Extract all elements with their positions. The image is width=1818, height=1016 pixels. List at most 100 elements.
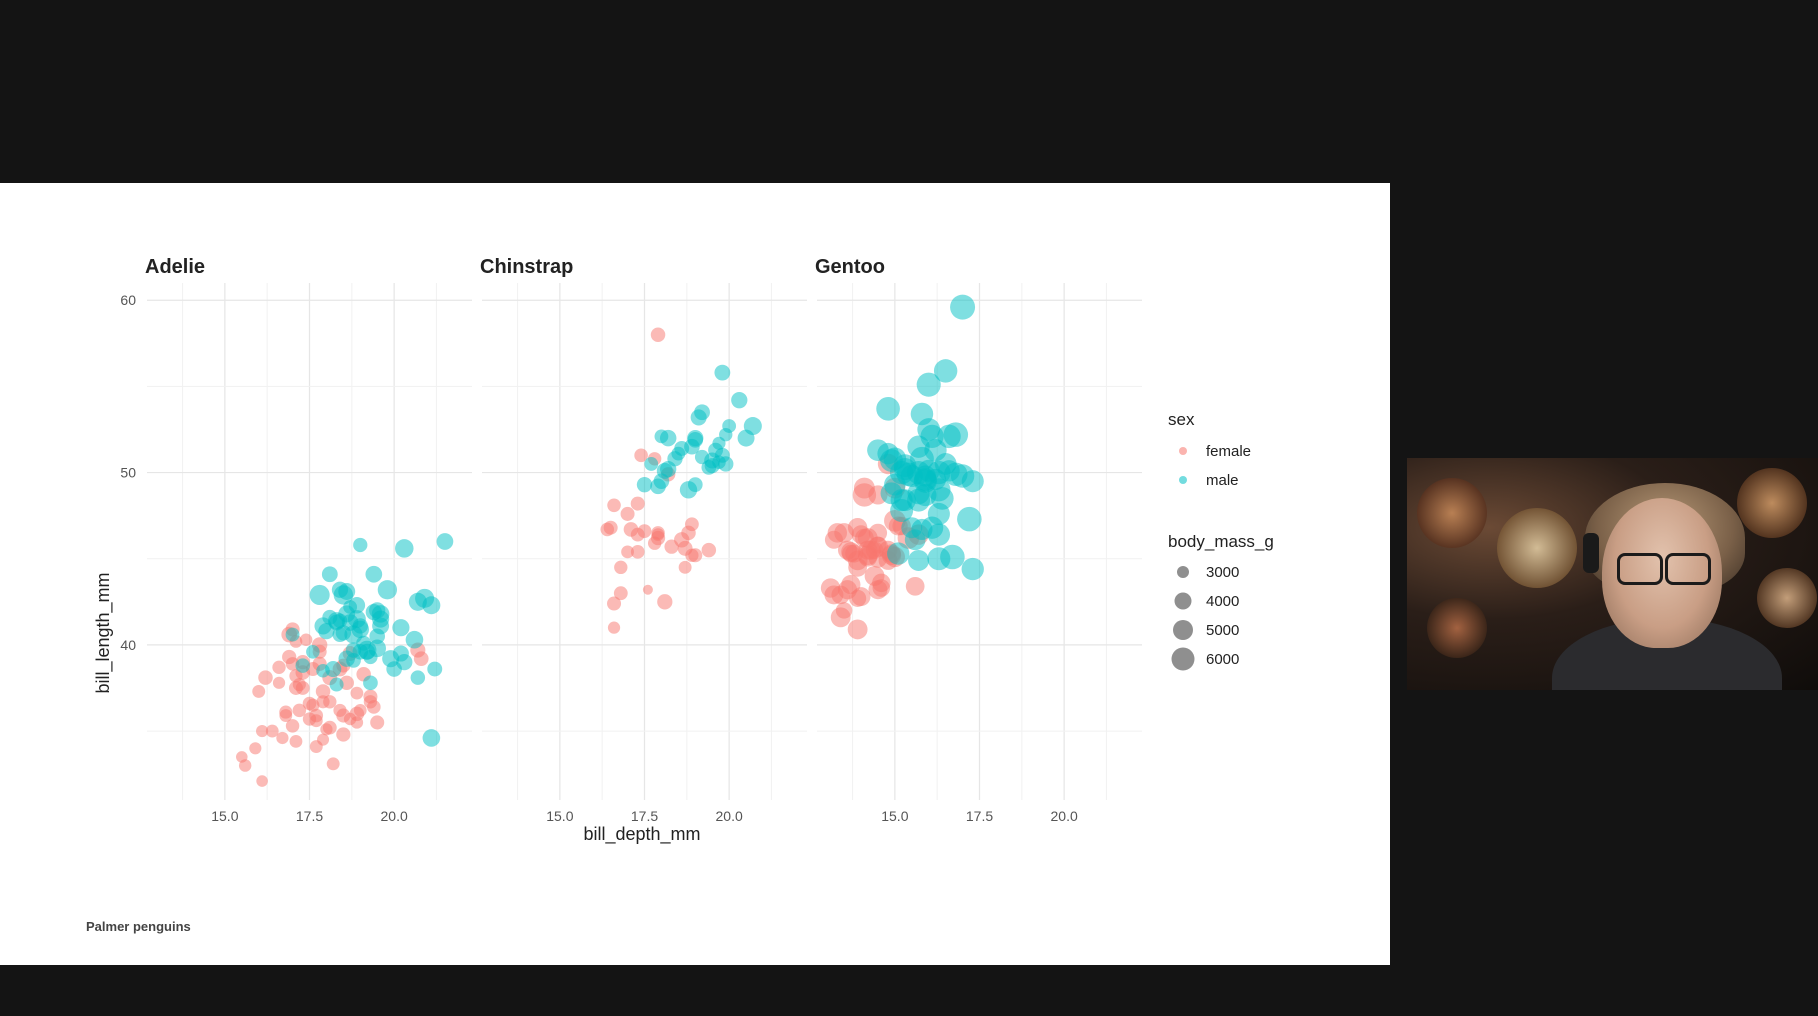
- data-point-female: [353, 704, 367, 717]
- data-point-male: [887, 542, 910, 565]
- legend-size-5000-swatch: [1173, 620, 1193, 640]
- legend-size-title: body_mass_g: [1168, 532, 1274, 551]
- data-point-male: [884, 473, 906, 496]
- legend-size-4000-swatch: [1174, 592, 1192, 610]
- data-point-female: [607, 621, 621, 634]
- data-point-male: [422, 729, 441, 747]
- data-point-female: [650, 530, 666, 546]
- x-axis-title: bill_depth_mm: [583, 824, 700, 845]
- data-point-female: [701, 542, 717, 558]
- data-point-male: [377, 580, 398, 600]
- data-point-female: [853, 477, 875, 499]
- x-tick-label: 15.0: [211, 808, 238, 824]
- data-point-male: [395, 539, 414, 558]
- data-point-male: [295, 658, 310, 673]
- data-point-male: [654, 429, 669, 444]
- data-point-male: [368, 639, 387, 658]
- data-point-female: [681, 525, 696, 541]
- data-point-male: [694, 449, 710, 465]
- data-point-male: [907, 435, 930, 458]
- data-point-male: [731, 392, 748, 409]
- data-point-female: [620, 506, 635, 521]
- data-point-male: [704, 458, 720, 474]
- facet-title-chinstrap: Chinstrap: [480, 256, 573, 278]
- data-point-female: [256, 775, 268, 787]
- data-point-male: [684, 438, 700, 455]
- data-point-male: [957, 506, 982, 532]
- data-point-female: [306, 698, 320, 712]
- data-point-male: [636, 476, 653, 493]
- data-point-male: [712, 436, 726, 450]
- data-point-female: [289, 735, 303, 748]
- data-point-female: [657, 594, 673, 610]
- legend-size-3000-label: 3000: [1206, 564, 1239, 581]
- data-point-female: [864, 566, 885, 586]
- data-point-male: [883, 447, 907, 471]
- data-point-male: [353, 537, 368, 553]
- data-point-female: [363, 689, 378, 704]
- data-point-male: [318, 622, 335, 640]
- data-point-female: [256, 725, 269, 738]
- data-point-female: [350, 686, 364, 700]
- caption: Palmer penguins: [86, 919, 191, 934]
- data-point-male: [961, 557, 984, 581]
- webcam-flower: [1427, 598, 1487, 658]
- data-point-female: [258, 670, 273, 685]
- data-point-female: [279, 705, 293, 719]
- legend-size-4000-label: 4000: [1206, 593, 1239, 610]
- x-tick-label: 15.0: [881, 808, 908, 824]
- data-point-male: [904, 529, 926, 551]
- x-tick-label: 17.5: [296, 808, 323, 824]
- data-point-male: [345, 642, 362, 658]
- data-point-female: [634, 448, 648, 463]
- data-point-female: [317, 733, 330, 746]
- legend: sex female male body_mass_g 3000 4000 50…: [1168, 410, 1274, 671]
- data-point-female: [285, 719, 300, 733]
- data-point-male: [329, 677, 344, 692]
- data-point-male: [714, 364, 731, 381]
- data-point-female: [322, 720, 337, 735]
- data-point-male: [737, 429, 755, 447]
- data-point-female: [292, 703, 307, 718]
- data-point-female: [613, 586, 628, 601]
- x-tick-label: 15.0: [546, 808, 573, 824]
- data-point-female: [664, 539, 679, 554]
- data-point-female: [265, 724, 279, 738]
- x-tick-label: 20.0: [1051, 808, 1078, 824]
- data-point-female: [299, 633, 313, 646]
- x-tick-label: 20.0: [716, 808, 743, 824]
- legend-male-label: male: [1206, 472, 1239, 489]
- data-point-female: [607, 596, 622, 611]
- facet-title-adelie: Adelie: [145, 256, 205, 278]
- webcam-headset: [1583, 533, 1599, 573]
- data-point-male: [916, 372, 941, 397]
- facet-panels: Adelie 15.0 17.5 20.0 Chinstrap 15.0 17.5 20.0 G…: [120, 256, 1142, 824]
- data-point-female: [600, 522, 615, 537]
- legend-size-5000-label: 5000: [1206, 622, 1239, 639]
- data-point-male: [338, 605, 356, 623]
- data-point-female: [630, 527, 645, 542]
- data-point-female: [621, 545, 634, 559]
- data-point-male: [306, 645, 320, 659]
- y-tick-label: 60: [120, 292, 136, 308]
- data-point-male: [363, 675, 378, 691]
- data-point-female: [650, 327, 666, 342]
- data-point-female: [326, 757, 340, 771]
- data-point-male: [321, 566, 338, 583]
- webcam-glasses: [1665, 553, 1711, 585]
- data-point-male: [687, 477, 703, 492]
- data-point-female: [614, 560, 628, 575]
- data-point-female: [323, 695, 337, 709]
- data-point-male: [369, 628, 386, 645]
- data-point-male: [714, 447, 730, 463]
- data-point-female: [413, 651, 429, 667]
- data-point-female: [849, 589, 867, 607]
- data-point-female: [238, 759, 252, 772]
- data-point-female: [272, 660, 286, 674]
- data-point-male: [365, 604, 382, 621]
- data-point-male: [944, 462, 968, 487]
- data-point-male: [338, 583, 356, 600]
- data-point-female: [642, 584, 653, 595]
- facet-title-gentoo: Gentoo: [815, 256, 885, 278]
- data-point-female: [847, 619, 868, 640]
